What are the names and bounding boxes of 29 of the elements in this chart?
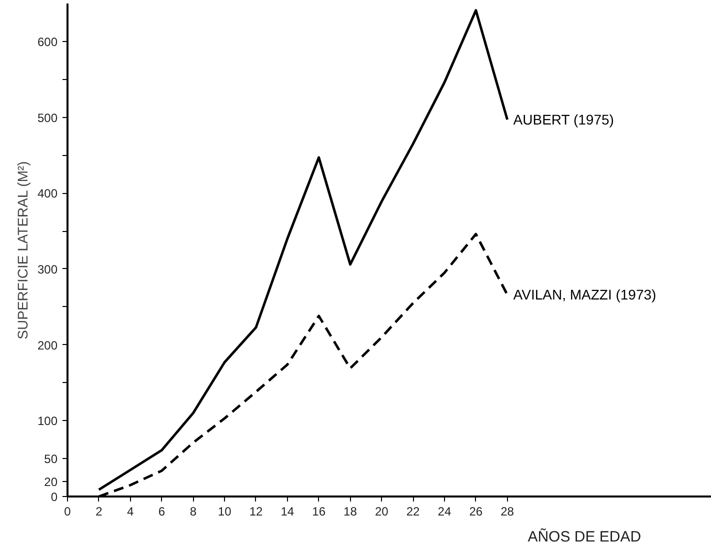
x-tick-label: 20 (374, 504, 389, 518)
x-tick-label: 4 (126, 504, 134, 518)
x-tick-label: 26 (469, 504, 483, 518)
x-tick-label: 22 (406, 504, 420, 518)
y-tick-label: 20 (44, 474, 58, 489)
series-label: AUBERT (1975) (513, 112, 614, 128)
x-tick-label: 10 (218, 504, 232, 518)
x-tick-label: 16 (312, 504, 326, 518)
y-tick-label: 0 (50, 490, 58, 504)
line-series (98, 9, 509, 491)
y-tick-label: 300 (37, 262, 58, 276)
y-tick-label: 200 (37, 338, 58, 352)
x-tick-label: 28 (500, 504, 514, 518)
x-tick-label: 18 (344, 504, 358, 518)
x-axis-title: AÑOS DE EDAD (528, 528, 642, 546)
x-tick-label: 0 (64, 504, 72, 518)
y-tick-label: 50 (44, 452, 58, 466)
x-tick-label: 24 (438, 504, 452, 518)
x-tick-label: 12 (249, 504, 263, 518)
y-tick-label: 600 (37, 34, 58, 49)
x-tick-label: 6 (158, 504, 166, 518)
y-tick-label: 400 (37, 186, 58, 201)
x-tick-label: 2 (96, 504, 103, 518)
y-tick-label: 100 (37, 414, 58, 428)
x-tick-label: 14 (280, 504, 294, 518)
y-axis-title: SUPERFICIE LATERAL (M²) (14, 161, 30, 340)
series-label: AVILAN, MAZZI (1973) (513, 286, 656, 303)
y-tick-label: 500 (37, 110, 58, 125)
x-tick-label: 8 (190, 504, 197, 518)
